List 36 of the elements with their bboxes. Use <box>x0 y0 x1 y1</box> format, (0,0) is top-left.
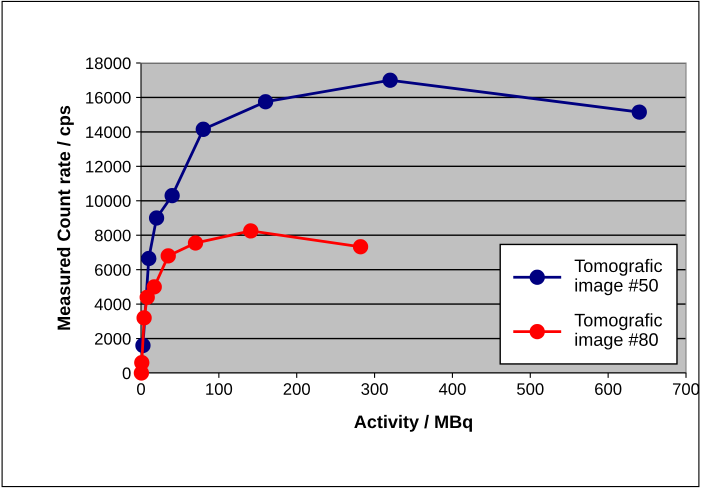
y-tick-label: 12000 <box>86 160 131 173</box>
point <box>134 355 150 370</box>
y-tick-label: 14000 <box>86 126 131 138</box>
point <box>382 72 398 88</box>
x-tick-label: 200 <box>284 383 310 395</box>
point <box>243 223 258 239</box>
y-tick-label: 4000 <box>94 298 131 310</box>
x-tick-label: 0 <box>137 383 145 395</box>
x-tick-label: 400 <box>438 383 466 395</box>
point <box>146 279 162 295</box>
y-tick-label: 0 <box>122 367 131 380</box>
legend-label: Tomografic image #80 <box>574 313 662 350</box>
y-tick-label: 16000 <box>86 92 131 104</box>
x-axis-title: Activity / MBq <box>354 414 472 432</box>
point <box>160 248 176 264</box>
y-tick-label: 8000 <box>94 230 131 242</box>
x-tick-label: 300 <box>361 383 388 395</box>
y-tick-label: 2000 <box>95 332 131 345</box>
point <box>140 290 155 305</box>
legend-label: Tomografic image #50 <box>574 258 662 296</box>
y-axis-title: Measured Count rate / cps <box>56 106 74 330</box>
y-tick-label: 18000 <box>86 57 131 70</box>
point <box>141 250 156 266</box>
point <box>188 235 204 251</box>
y-tick-label: 10000 <box>86 195 131 207</box>
point <box>352 239 368 254</box>
point <box>196 122 211 137</box>
x-tick-label: 600 <box>595 383 622 395</box>
point <box>164 188 180 204</box>
y-tick-label: 6000 <box>95 264 131 276</box>
point <box>258 94 274 110</box>
point <box>632 104 647 120</box>
x-tick-label: 100 <box>206 383 232 395</box>
point <box>148 210 164 226</box>
point <box>136 310 152 326</box>
x-tick-label: 500 <box>517 383 544 395</box>
